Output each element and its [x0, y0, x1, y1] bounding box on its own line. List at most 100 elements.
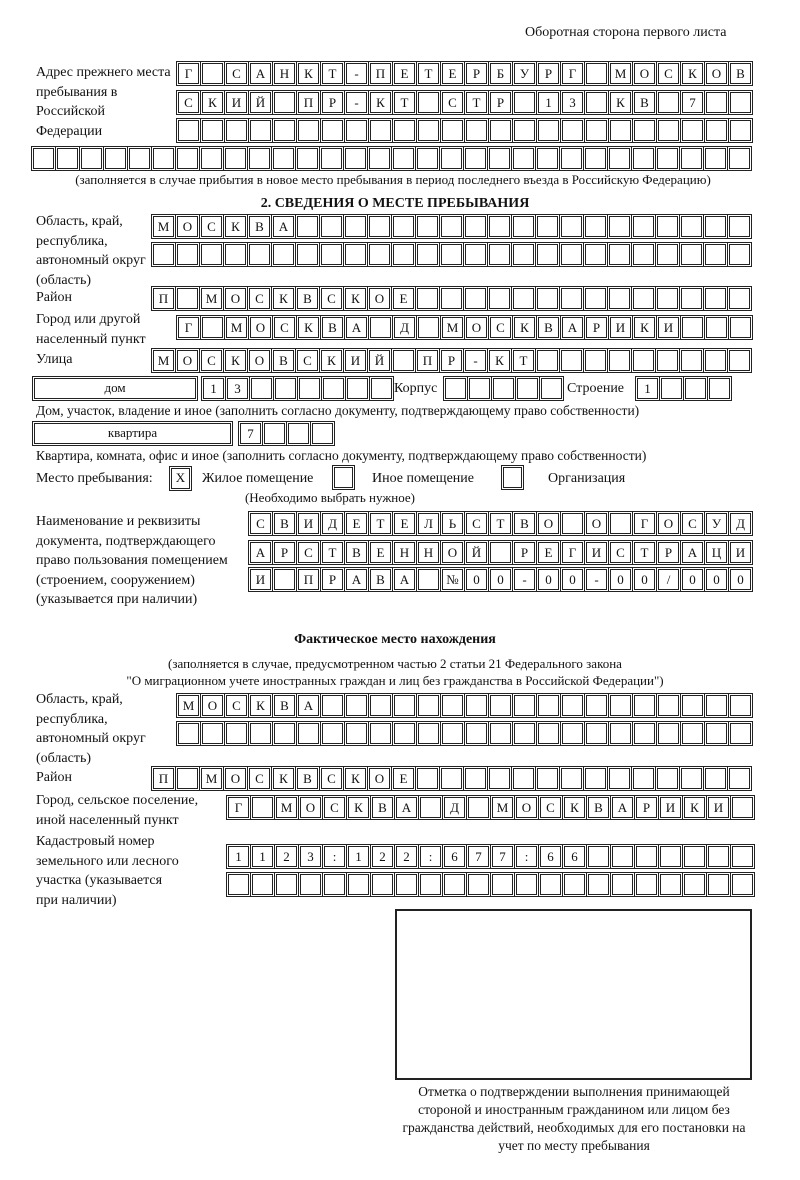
character-cell[interactable]: [272, 90, 297, 115]
character-cell[interactable]: [79, 146, 104, 171]
character-cell[interactable]: О: [247, 348, 272, 373]
character-cell[interactable]: [416, 721, 441, 746]
character-cell[interactable]: [248, 721, 273, 746]
character-cell[interactable]: С: [538, 795, 563, 820]
character-cell[interactable]: [535, 348, 560, 373]
character-cell[interactable]: [487, 242, 512, 267]
character-cell[interactable]: О: [440, 540, 465, 565]
character-cell[interactable]: А: [392, 567, 417, 592]
character-cell[interactable]: -: [344, 61, 369, 86]
character-cell[interactable]: А: [560, 315, 585, 340]
character-cell[interactable]: О: [223, 286, 248, 311]
character-cell[interactable]: 7: [466, 844, 491, 869]
character-cell[interactable]: [584, 61, 609, 86]
character-cell[interactable]: П: [415, 348, 440, 373]
character-cell[interactable]: К: [223, 348, 248, 373]
character-cell[interactable]: [607, 214, 632, 239]
character-cell[interactable]: [679, 242, 704, 267]
character-cell[interactable]: К: [346, 795, 371, 820]
character-cell[interactable]: В: [271, 348, 296, 373]
character-cell[interactable]: [463, 146, 488, 171]
character-cell[interactable]: [491, 376, 516, 401]
character-cell[interactable]: [727, 242, 752, 267]
character-cell[interactable]: [223, 146, 248, 171]
character-cell[interactable]: [175, 242, 200, 267]
character-cell[interactable]: И: [224, 90, 249, 115]
character-cell[interactable]: [295, 214, 320, 239]
character-cell[interactable]: [631, 214, 656, 239]
character-cell[interactable]: [271, 146, 296, 171]
character-cell[interactable]: [583, 286, 608, 311]
character-cell[interactable]: [416, 118, 441, 143]
character-cell[interactable]: С: [680, 511, 705, 536]
character-cell[interactable]: С: [247, 766, 272, 791]
character-cell[interactable]: В: [272, 693, 297, 718]
character-cell[interactable]: И: [728, 540, 753, 565]
character-cell[interactable]: М: [151, 214, 176, 239]
character-cell[interactable]: [583, 146, 608, 171]
character-cell[interactable]: [515, 376, 540, 401]
character-cell[interactable]: [655, 214, 680, 239]
character-cell[interactable]: Н: [392, 540, 417, 565]
character-cell[interactable]: [727, 146, 752, 171]
character-cell[interactable]: 3: [560, 90, 585, 115]
character-cell[interactable]: [511, 146, 536, 171]
character-cell[interactable]: Р: [464, 61, 489, 86]
character-cell[interactable]: [272, 567, 297, 592]
character-cell[interactable]: И: [608, 315, 633, 340]
character-cell[interactable]: [199, 146, 224, 171]
character-cell[interactable]: [514, 872, 539, 897]
character-cell[interactable]: [607, 766, 632, 791]
character-cell[interactable]: К: [632, 315, 657, 340]
character-cell[interactable]: О: [704, 61, 729, 86]
character-cell[interactable]: В: [632, 90, 657, 115]
character-cell[interactable]: 1: [201, 376, 226, 401]
character-cell[interactable]: [463, 766, 488, 791]
character-cell[interactable]: К: [271, 286, 296, 311]
character-cell[interactable]: О: [514, 795, 539, 820]
character-cell[interactable]: [271, 242, 296, 267]
character-cell[interactable]: Н: [272, 61, 297, 86]
character-cell[interactable]: Р: [536, 61, 561, 86]
character-cell[interactable]: [368, 721, 393, 746]
character-cell[interactable]: [679, 146, 704, 171]
character-cell[interactable]: [416, 693, 441, 718]
character-cell[interactable]: -: [512, 567, 537, 592]
character-cell[interactable]: [199, 242, 224, 267]
character-cell[interactable]: [656, 721, 681, 746]
character-cell[interactable]: [200, 721, 225, 746]
character-cell[interactable]: М: [151, 348, 176, 373]
character-cell[interactable]: [320, 118, 345, 143]
character-cell[interactable]: 0: [728, 567, 753, 592]
character-cell[interactable]: [728, 118, 753, 143]
character-cell[interactable]: [704, 118, 729, 143]
character-cell[interactable]: [562, 872, 587, 897]
character-cell[interactable]: [512, 90, 537, 115]
character-cell[interactable]: Т: [416, 61, 441, 86]
character-cell[interactable]: [632, 693, 657, 718]
character-cell[interactable]: Д: [320, 511, 345, 536]
character-cell[interactable]: [368, 315, 393, 340]
character-cell[interactable]: А: [248, 61, 273, 86]
character-cell[interactable]: П: [368, 61, 393, 86]
character-cell[interactable]: Г: [560, 540, 585, 565]
character-cell[interactable]: [200, 61, 225, 86]
character-cell[interactable]: [463, 242, 488, 267]
character-cell[interactable]: Т: [511, 348, 536, 373]
character-cell[interactable]: [512, 118, 537, 143]
character-cell[interactable]: [704, 90, 729, 115]
character-cell[interactable]: [727, 214, 752, 239]
character-cell[interactable]: Р: [320, 567, 345, 592]
character-cell[interactable]: [659, 376, 684, 401]
character-cell[interactable]: О: [656, 511, 681, 536]
character-cell[interactable]: Р: [656, 540, 681, 565]
character-cell[interactable]: Ц: [704, 540, 729, 565]
character-cell[interactable]: [610, 844, 635, 869]
character-cell[interactable]: К: [223, 214, 248, 239]
character-cell[interactable]: [559, 242, 584, 267]
character-cell[interactable]: Е: [368, 540, 393, 565]
character-cell[interactable]: [248, 118, 273, 143]
character-cell[interactable]: [703, 348, 728, 373]
character-cell[interactable]: :: [418, 844, 443, 869]
stay-option-organization-checkbox[interactable]: [501, 465, 524, 490]
